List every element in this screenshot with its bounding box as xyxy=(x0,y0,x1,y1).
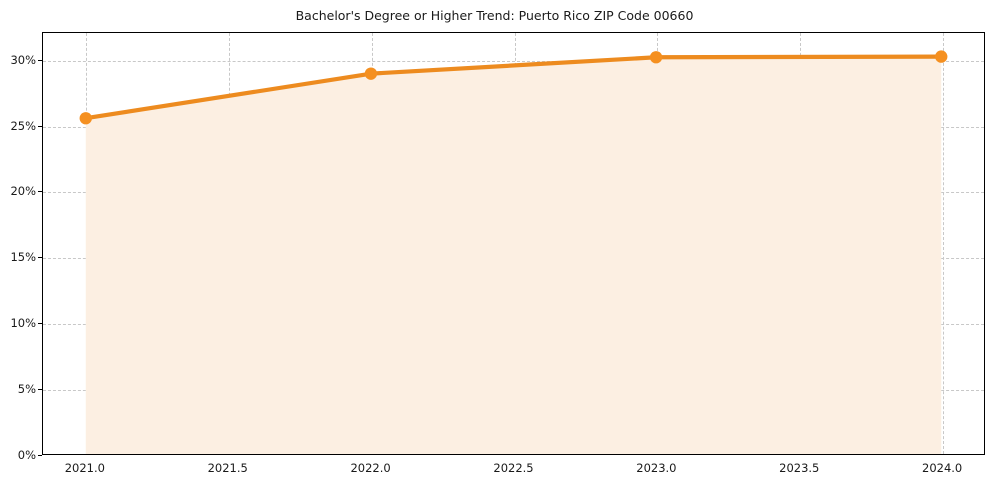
y-axis-tick-mark xyxy=(38,191,42,193)
x-axis-tick-label: 2021.0 xyxy=(64,461,105,475)
y-axis-tick-label: 30% xyxy=(10,52,36,67)
area-fill xyxy=(85,56,942,454)
y-axis-tick-label: 25% xyxy=(10,118,36,133)
data-point-marker xyxy=(649,51,663,64)
area-fill-shape xyxy=(85,56,942,454)
data-point-marker xyxy=(364,67,378,80)
y-axis-tick-mark xyxy=(38,125,42,127)
y-axis-tick-label: 10% xyxy=(10,316,36,331)
line-series-layer xyxy=(79,50,948,125)
x-axis-tick-label: 2024.0 xyxy=(922,461,963,475)
x-axis-tick-label: 2022.5 xyxy=(493,461,534,475)
plot-area xyxy=(42,32,985,455)
x-axis-tick-label: 2022.0 xyxy=(350,461,391,475)
data-point-markers xyxy=(79,50,948,125)
y-axis-tick-mark xyxy=(38,59,42,61)
y-axis: 0% 5% 10% 15% 20% 25% 30% xyxy=(0,0,36,490)
y-axis-tick-label: 5% xyxy=(17,382,36,397)
y-axis-tick-mark xyxy=(38,257,42,259)
y-axis-tick-mark xyxy=(38,389,42,391)
x-axis-tick-label: 2021.5 xyxy=(207,461,248,475)
y-axis-tick-mark xyxy=(38,323,42,325)
data-point-marker xyxy=(79,112,92,125)
trend-line xyxy=(83,54,944,121)
data-point-marker xyxy=(935,50,948,63)
gridline-horizontal xyxy=(43,60,984,62)
chart-title: Bachelor's Degree or Higher Trend: Puert… xyxy=(295,8,694,23)
y-axis-tick-label: 0% xyxy=(17,448,36,462)
y-axis-tick-label: 20% xyxy=(10,184,36,199)
y-axis-tick-label: 15% xyxy=(10,250,36,265)
y-axis-tick-mark xyxy=(38,455,42,456)
gridline-vertical xyxy=(943,33,945,454)
x-axis-tick-label: 2023.0 xyxy=(636,461,677,475)
x-axis-tick-label: 2023.5 xyxy=(779,461,820,475)
